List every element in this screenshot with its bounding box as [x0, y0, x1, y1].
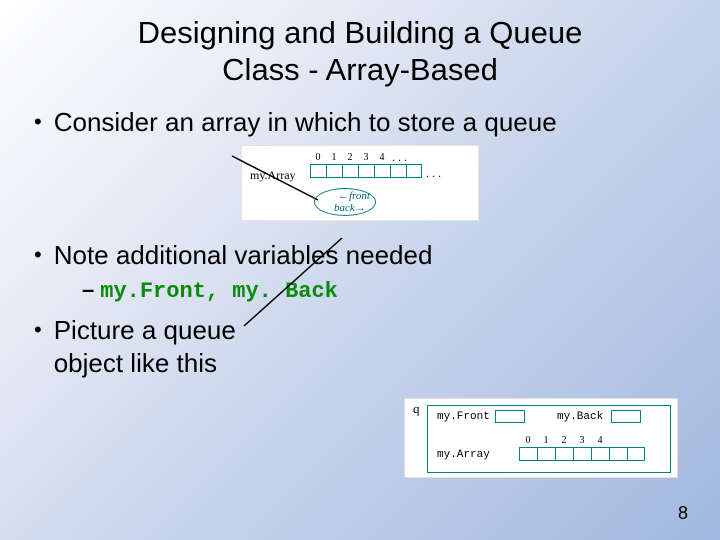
- bullet-dot: •: [34, 239, 42, 272]
- bullet-3-text: Picture a queue object like this: [54, 314, 354, 379]
- cell: [573, 447, 591, 461]
- myarray-label: my.Array: [437, 449, 490, 461]
- page-number: 8: [678, 503, 688, 524]
- slide-title: Designing and Building a Queue Class - A…: [0, 0, 720, 88]
- back-label: back→: [334, 202, 366, 214]
- cell: [326, 164, 342, 178]
- cell: [342, 164, 358, 178]
- array-label: my.Array: [250, 168, 296, 183]
- bullet-dot: •: [34, 106, 42, 139]
- cell: [390, 164, 406, 178]
- bullet-1-text: Consider an array in which to store a qu…: [54, 106, 686, 139]
- cell: [406, 164, 422, 178]
- array-diagram: my.Array 0 1 2 3 4 . . . . . . ←front ba…: [241, 145, 479, 221]
- myback-box: [611, 410, 641, 423]
- myback-label: my.Back: [557, 411, 603, 423]
- myfront-box: [495, 410, 525, 423]
- cell: [555, 447, 573, 461]
- cell: [627, 447, 645, 461]
- sub-text: my.Front, my. Back: [100, 279, 338, 304]
- bullet-2: • Note additional variables needed: [34, 239, 686, 272]
- bullet-1: • Consider an array in which to store a …: [34, 106, 686, 139]
- bullet-dot: •: [34, 314, 42, 379]
- q-label: q: [413, 401, 420, 417]
- d2-indices: 0 1 2 3 4: [519, 435, 609, 446]
- sub-bullet: –my.Front, my. Back: [82, 277, 686, 304]
- cell: [591, 447, 609, 461]
- cell: [609, 447, 627, 461]
- title-line-2: Class - Array-Based: [222, 52, 498, 87]
- slide-body: • Consider an array in which to store a …: [0, 88, 720, 379]
- cell: [519, 447, 537, 461]
- front-label: ←front: [338, 190, 370, 202]
- cell: [374, 164, 390, 178]
- title-line-1: Designing and Building a Queue: [138, 15, 583, 50]
- bullet-3: • Picture a queue object like this: [34, 314, 354, 379]
- cell: [358, 164, 374, 178]
- ellipsis-top: . . .: [392, 150, 407, 165]
- array-indices: 0 1 2 3 4: [310, 152, 390, 163]
- cell: [537, 447, 555, 461]
- d2-cells: [519, 447, 645, 461]
- queue-object-diagram: q my.Front my.Back my.Array 0 1 2 3 4: [404, 398, 678, 478]
- dash: –: [82, 277, 94, 302]
- array-cells: [310, 164, 422, 178]
- ellipsis-side: . . .: [426, 166, 441, 181]
- bullet-2-text: Note additional variables needed: [54, 239, 686, 272]
- cell: [310, 164, 326, 178]
- myfront-label: my.Front: [437, 411, 490, 423]
